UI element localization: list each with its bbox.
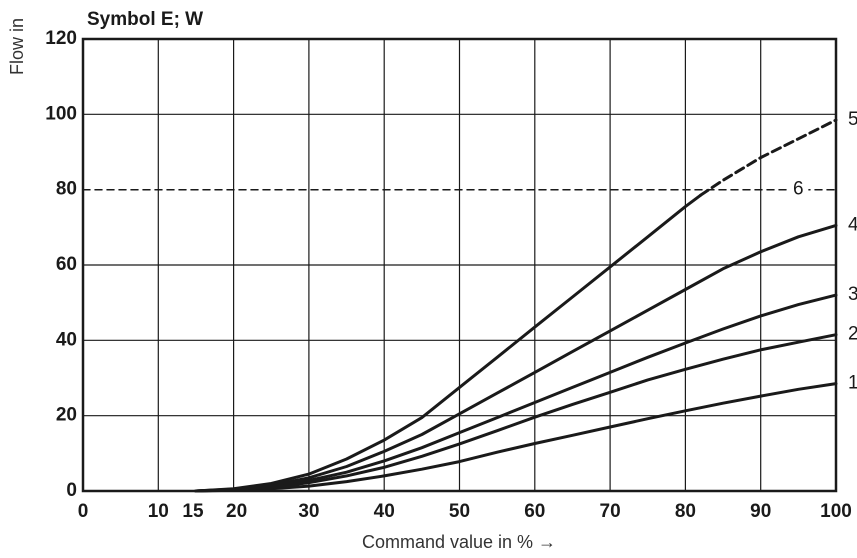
curve-label-4: 4	[848, 214, 857, 235]
y-tick-label: 20	[56, 405, 77, 426]
x-tick-label: 30	[298, 501, 319, 522]
y-tick-label: 60	[56, 254, 77, 275]
x-tick-label: 70	[600, 501, 621, 522]
y-axis-title: Flow in	[7, 18, 27, 75]
curve-label-6-bg	[788, 177, 809, 202]
y-tick-label: 80	[56, 179, 77, 200]
series-line-1	[194, 382, 838, 493]
x-tick-label: 50	[449, 501, 470, 522]
series-line-3	[194, 293, 838, 493]
x-tick-label: 90	[750, 501, 771, 522]
x-tick-label: 40	[374, 501, 395, 522]
curve-label-2: 2	[848, 324, 857, 345]
grid-lines	[83, 39, 836, 491]
x-tick-label: 15	[182, 501, 204, 522]
curve-label-5: 5	[848, 109, 857, 130]
chart-title: Symbol E; W	[87, 9, 203, 30]
tick-labels: 0 20 40 60 80 100 120 0 10 15 20 30 40 50 60 70 80 90 100	[45, 28, 852, 522]
series-line-4	[194, 223, 838, 493]
x-tick-label: 0	[78, 501, 89, 522]
x-tick-label: 100	[820, 501, 852, 522]
series-line-2	[194, 333, 838, 493]
x-tick-label: 20	[226, 501, 247, 522]
curve-label-3: 3	[848, 284, 857, 305]
series-line-5	[194, 193, 702, 493]
series-lines	[82, 118, 838, 493]
curve-labels: 1 2 3 4 5 6	[788, 109, 857, 394]
y-tick-label: 40	[56, 329, 77, 350]
plot-frame	[81, 37, 838, 493]
y-tick-label: 0	[66, 480, 77, 501]
y-tick-label: 120	[45, 28, 77, 49]
x-tick-label: 80	[675, 501, 696, 522]
curve-label-1: 1	[848, 373, 857, 394]
x-tick-label: 10	[148, 501, 169, 522]
series-line-5-dashed	[699, 118, 838, 197]
y-tick-label: 100	[45, 103, 77, 124]
x-axis-title: Command value in % →	[362, 532, 556, 552]
x-tick-label: 60	[524, 501, 545, 522]
curve-label-6: 6	[793, 179, 804, 200]
